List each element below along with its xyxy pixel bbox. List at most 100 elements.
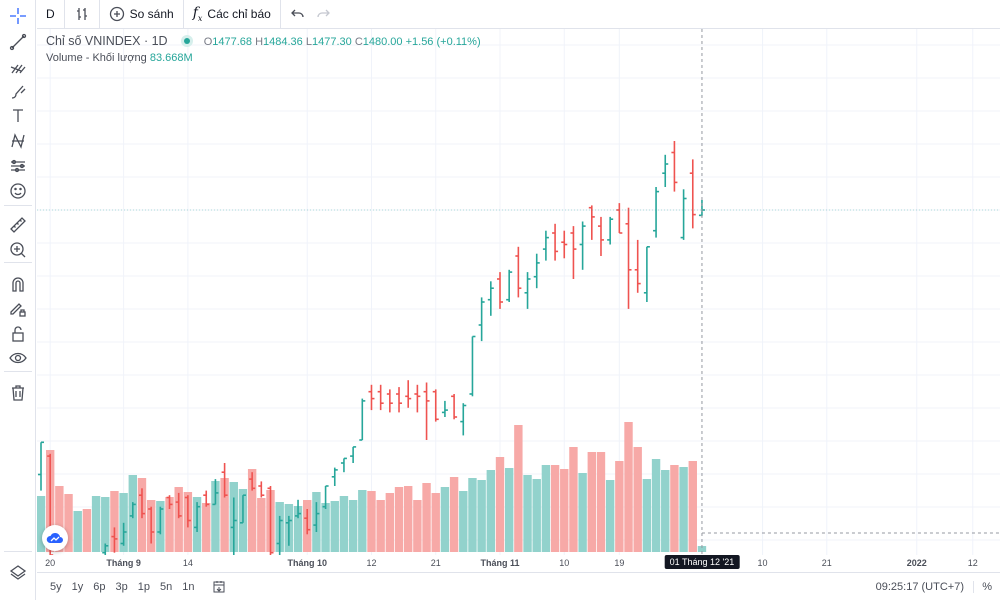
volume-bar (532, 479, 541, 552)
volume-bar (514, 425, 523, 552)
volume-bar (119, 493, 128, 552)
brush-tool[interactable] (6, 81, 30, 103)
pitchfork-icon (10, 64, 26, 74)
crosshair-tool[interactable] (6, 5, 30, 27)
volume-bar (651, 459, 661, 552)
ohlc-bar (340, 457, 347, 473)
ohlc-bar (441, 400, 448, 417)
redo-button[interactable] (315, 0, 340, 28)
eye-icon (9, 352, 27, 364)
time-axis-label: Tháng 9 (106, 558, 141, 568)
volume-bar (440, 487, 450, 552)
volume-bar (404, 486, 413, 552)
ohlc-bar (239, 494, 246, 524)
layers-tool[interactable] (6, 562, 30, 584)
time-axis-label: 2022 (906, 558, 927, 568)
ohlc-bar (579, 221, 586, 270)
volume-bar (82, 509, 92, 552)
volume-bar (367, 491, 376, 552)
ohlc-bar (671, 141, 678, 192)
time-axis-label: 12 (967, 558, 978, 568)
bottom-toolbar: 5y 1y 6p 3p 1p 5n 1n 09:25:17 (UTC+7) % (37, 572, 1000, 600)
percent-scale-toggle[interactable]: % (973, 580, 992, 593)
interval-button[interactable]: D (37, 0, 65, 28)
ohlc-bar (203, 490, 210, 507)
bar-style-button[interactable] (65, 0, 100, 28)
volume-bar (459, 491, 468, 552)
time-axis-label: 12 (366, 558, 377, 568)
volume-bar (91, 496, 101, 552)
time-axis-label: 19 (614, 558, 625, 568)
volume-bar (211, 481, 220, 552)
trend-line-icon (9, 33, 27, 51)
volume-bar (257, 498, 266, 552)
clock-timezone[interactable]: 09:25:17 (UTC+7) (875, 580, 964, 593)
ohlc-bar (111, 527, 118, 553)
volume-bar (339, 496, 349, 552)
ohlc-bar (469, 335, 476, 397)
ruler-tool[interactable] (6, 214, 30, 236)
pattern-tool[interactable] (6, 130, 30, 152)
range-button-3p[interactable]: 3p (115, 580, 128, 593)
symbol-title[interactable]: Chỉ số VNINDEX · 1D (46, 34, 168, 48)
volume-bar (385, 493, 395, 552)
volume-bar (550, 465, 560, 552)
trend-line-tool[interactable] (6, 31, 30, 53)
emoji-tool[interactable] (6, 180, 30, 202)
pitchfork-tool[interactable] (6, 56, 30, 78)
indicators-button[interactable]: fx Các chỉ báo (184, 0, 281, 28)
lock-drawing-tool[interactable] (6, 298, 30, 320)
range-button-1p[interactable]: 1p (137, 580, 150, 593)
time-axis-label: 10 (559, 558, 570, 568)
undo-button[interactable] (281, 0, 315, 28)
volume-bar (642, 479, 652, 552)
ohlc-bar (276, 515, 283, 555)
volume-label[interactable]: Volume - Khối lượng (46, 52, 147, 64)
zoom-in-icon (10, 242, 26, 258)
range-button-1y[interactable]: 1y (71, 580, 84, 593)
cloud-save-button[interactable] (42, 525, 68, 551)
crosshair-date-label: 01 Tháng 12 '21 (664, 555, 740, 569)
top-toolbar: D So sánh fx Các chỉ báo (37, 0, 1000, 29)
range-button-1n[interactable]: 1n (182, 580, 195, 593)
volume-bar (477, 480, 486, 552)
prediction-icon (11, 159, 25, 173)
ohlc-bar (258, 481, 265, 498)
trash-tool[interactable] (6, 382, 30, 404)
range-button-5y[interactable]: 5y (50, 580, 62, 593)
goto-date-icon[interactable] (212, 580, 226, 594)
volume-bar (523, 475, 532, 552)
ohlc-bar (524, 272, 531, 309)
range-button-5n[interactable]: 5n (160, 580, 173, 593)
volume-bar (376, 500, 385, 552)
text-tool[interactable] (6, 105, 30, 127)
time-axis[interactable]: 20 Tháng 9 14 Tháng 10 12 21 Tháng 11 10 19 10 21 2… (37, 555, 1000, 572)
open-value: 1477.68 (212, 36, 253, 48)
undo-icon (290, 9, 304, 18)
compare-button[interactable]: So sánh (100, 0, 184, 28)
eye-tool[interactable] (6, 347, 30, 369)
lock-tool[interactable] (6, 323, 30, 345)
ohlc-bar (377, 384, 384, 411)
fx-icon: fx (192, 5, 203, 23)
volume-bar (679, 467, 688, 552)
brush-icon (11, 85, 26, 99)
ohlc-bar (249, 472, 256, 491)
magnet-icon (12, 277, 24, 292)
crosshair-icon (10, 8, 26, 24)
time-axis-label: Tháng 11 (480, 558, 520, 568)
compare-plus-icon (109, 6, 124, 22)
zoom-in-tool[interactable] (6, 239, 30, 261)
prediction-tool[interactable] (6, 155, 30, 177)
ohlc-bar (230, 497, 237, 555)
volume-bar (202, 503, 211, 552)
magnet-tool[interactable] (6, 273, 30, 295)
range-button-6p[interactable]: 6p (93, 580, 106, 593)
ohlc-bar (350, 446, 357, 463)
volume-bar (321, 503, 330, 552)
time-axis-label: 14 (182, 558, 193, 568)
ohlc-bar (285, 515, 292, 546)
ohlc-bar (194, 502, 201, 532)
ohlc-bar (414, 384, 421, 413)
